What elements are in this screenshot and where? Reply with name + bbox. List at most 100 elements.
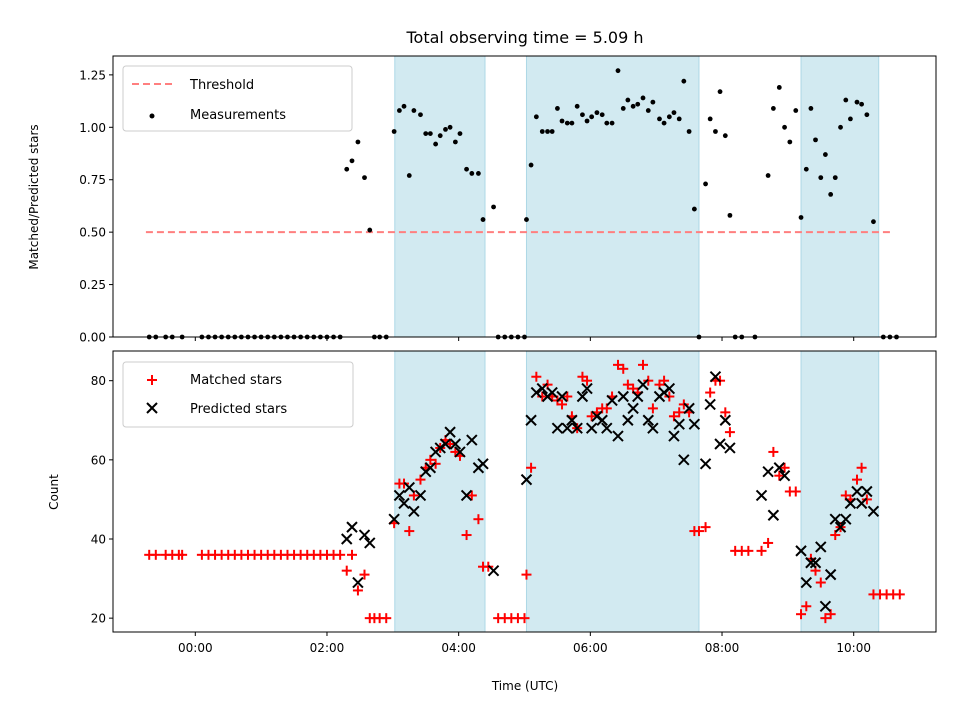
measurement-point	[650, 99, 656, 105]
y-tick-label: 80	[91, 374, 106, 388]
matched-star-point	[720, 407, 731, 418]
measurement-point	[427, 131, 433, 136]
measurement-point	[854, 99, 860, 105]
predicted-star-point	[844, 497, 857, 510]
measurement-point	[549, 129, 555, 134]
measurement-point	[457, 131, 463, 136]
x-axis-label: Time (UTC)	[491, 679, 558, 693]
predicted-star-point	[755, 489, 768, 502]
y-tick-label: 40	[91, 532, 106, 546]
measurement-point	[574, 103, 580, 109]
predicted-star-point	[466, 434, 478, 446]
matched-star-point	[774, 470, 785, 481]
predicted-star-point	[487, 564, 500, 577]
measurement-point	[406, 173, 412, 178]
matched-star-point	[177, 549, 188, 560]
predicted-star-point	[358, 529, 371, 541]
y-tick-label: 0.25	[79, 278, 106, 292]
predicted-star-point	[546, 386, 558, 399]
predicted-star-point	[352, 576, 364, 589]
y-tick-label: 20	[91, 612, 106, 626]
predicted-star-point	[627, 402, 639, 415]
measurement-point	[533, 114, 539, 120]
predicted-star-point	[673, 418, 685, 430]
predicted-star-point	[585, 422, 598, 434]
x-tick-label: 08:00	[705, 641, 740, 655]
matched-star-point	[743, 545, 754, 556]
measurement-point	[564, 120, 570, 126]
matched-star-point	[461, 530, 472, 541]
figure-title: Total observing time = 5.09 h	[405, 28, 643, 47]
legend-predicted-label: Predicted stars	[190, 402, 287, 417]
predicted-star-point	[520, 473, 533, 486]
matched-star-point	[674, 407, 685, 418]
matched-star-point	[622, 379, 633, 390]
predicted-star-point	[714, 438, 726, 450]
matched-star-point	[756, 545, 767, 556]
measurement-point	[469, 171, 475, 176]
measurement-point	[555, 106, 560, 111]
measurement-point	[545, 129, 550, 134]
measurement-point	[765, 173, 771, 178]
matched-star-point	[851, 474, 862, 485]
measurement-point	[437, 133, 443, 139]
measurement-point	[559, 118, 565, 124]
top-y-axis-label: Matched/Predicted stars	[27, 124, 41, 269]
measurement-point	[630, 103, 636, 109]
measurement-point	[609, 120, 615, 126]
bottom-legend-box	[122, 361, 354, 428]
matched-star-point	[796, 609, 807, 620]
predicted-star-point	[444, 426, 456, 438]
predicted-star-point	[398, 497, 410, 510]
matched-star-point	[531, 371, 542, 382]
measurement-point	[832, 175, 838, 181]
predicted-star-point	[709, 371, 722, 383]
measurement-point	[584, 118, 590, 124]
measurement-point	[604, 120, 610, 126]
predicted-star-point	[773, 462, 786, 474]
y-tick-label: 1.25	[79, 68, 106, 82]
top-legend-box	[122, 65, 353, 132]
measurement-point	[620, 106, 626, 111]
predicted-star-point	[632, 390, 644, 403]
bottom-x-ticks: 00:00 02:00 04:00 06:00 08:00 10:00	[178, 632, 871, 655]
measurement-point	[666, 114, 672, 120]
measurement-point	[640, 95, 646, 101]
predicted-star-point	[678, 454, 690, 466]
matched-star-point	[724, 427, 735, 438]
measurement-point	[580, 112, 585, 118]
legend-predicted-swatch	[146, 402, 158, 414]
matched-star-point	[894, 589, 905, 600]
legend-measurements-label: Measurements	[190, 108, 286, 123]
measurement-point	[657, 116, 662, 122]
measurement-point	[871, 219, 876, 225]
y-tick-label: 60	[91, 453, 106, 467]
legend-matched-label: Matched stars	[190, 373, 282, 388]
y-tick-label: 0.75	[79, 173, 106, 187]
measurement-point	[676, 116, 682, 122]
matched-star-point	[856, 462, 867, 473]
predicted-star-point	[637, 378, 649, 391]
matched-star-point	[618, 363, 629, 374]
matched-star-point	[638, 359, 649, 370]
legend-matched-swatch	[147, 375, 157, 385]
matched-star-point	[473, 514, 484, 525]
matched-star-point	[404, 526, 415, 537]
measurement-point	[798, 215, 804, 220]
measurement-point	[808, 106, 814, 111]
measurement-point	[367, 227, 373, 233]
measurement-point	[691, 206, 697, 212]
measurement-point	[686, 129, 692, 134]
predicted-star-point	[525, 414, 537, 426]
measurement-point	[401, 103, 407, 109]
x-tick-label: 00:00	[178, 641, 213, 655]
measurement-point	[843, 97, 849, 103]
measurement-point	[864, 112, 870, 118]
top-plot-frame	[112, 55, 937, 338]
predicted-star-point	[556, 390, 568, 403]
measurement-point	[491, 204, 496, 210]
predicted-star-point	[719, 414, 732, 426]
top-panel-measurements: 0.00 0.25 0.50 0.75 1.00 1.25 Matched/Predict…	[27, 55, 937, 345]
x-tick-label: 10:00	[836, 641, 871, 655]
